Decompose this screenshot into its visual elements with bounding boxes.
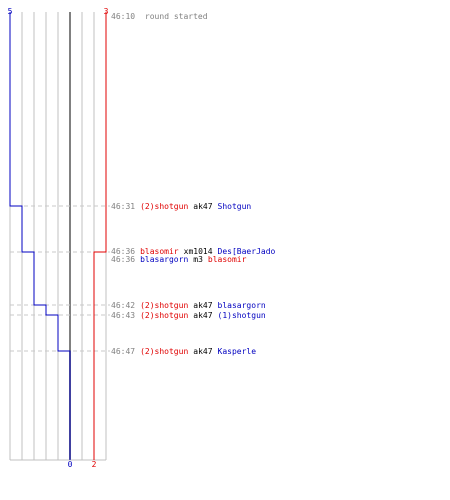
event-victim: Des[BaerJado bbox=[218, 247, 276, 256]
event-victim: Kasperle bbox=[218, 347, 257, 356]
red-count-label: 3 bbox=[104, 7, 109, 16]
event-row: 46:43 (2)shotgun ak47 (1)shotgun bbox=[111, 311, 266, 320]
blue-final-value: 0 bbox=[68, 460, 73, 469]
blue-team-line bbox=[9, 12, 71, 460]
event-killer: blasomir bbox=[140, 247, 179, 256]
event-weapon: ak47 bbox=[193, 301, 212, 310]
event-time: 46:47 bbox=[111, 347, 135, 356]
red-team-line bbox=[93, 12, 107, 460]
event-weapon: xm1014 bbox=[184, 247, 213, 256]
event-weapon: ak47 bbox=[193, 311, 212, 320]
event-weapon: ak47 bbox=[193, 202, 212, 211]
event-time: 46:36 bbox=[111, 247, 135, 256]
event-row: 46:47 (2)shotgun ak47 Kasperle bbox=[111, 347, 256, 356]
event-victim: blasomir bbox=[208, 255, 247, 264]
red-final-value: 2 bbox=[92, 460, 97, 469]
event-weapon: ak47 bbox=[193, 347, 212, 356]
event-killer: (2)shotgun bbox=[140, 301, 188, 310]
round-start-text: round started bbox=[145, 12, 208, 21]
blue-count-label: 5 bbox=[8, 7, 13, 16]
event-killer: (2)shotgun bbox=[140, 311, 188, 320]
event-time: 46:43 bbox=[111, 311, 135, 320]
event-victim: (1)shotgun bbox=[218, 311, 266, 320]
event-guides bbox=[10, 205, 110, 352]
event-row: 46:36 blasomir xm1014 Des[BaerJado bbox=[111, 247, 276, 256]
event-time: 46:31 bbox=[111, 202, 135, 211]
event-time: 46:36 bbox=[111, 255, 135, 264]
event-weapon: m3 bbox=[193, 255, 203, 264]
event-time: 46:10 bbox=[111, 12, 135, 21]
round-start-row: 46:10 round started bbox=[111, 12, 208, 21]
event-row: 46:36 blasargorn m3 blasomir bbox=[111, 255, 247, 264]
event-time: 46:42 bbox=[111, 301, 135, 310]
event-row: 46:31 (2)shotgun ak47 Shotgun bbox=[111, 202, 251, 211]
grid-lines bbox=[9, 12, 107, 461]
event-killer: (2)shotgun bbox=[140, 202, 188, 211]
event-killer: (2)shotgun bbox=[140, 347, 188, 356]
event-victim: Shotgun bbox=[218, 202, 252, 211]
event-row: 46:42 (2)shotgun ak47 blasargorn bbox=[111, 301, 266, 310]
event-killer: blasargorn bbox=[140, 255, 188, 264]
event-victim: blasargorn bbox=[218, 301, 266, 310]
